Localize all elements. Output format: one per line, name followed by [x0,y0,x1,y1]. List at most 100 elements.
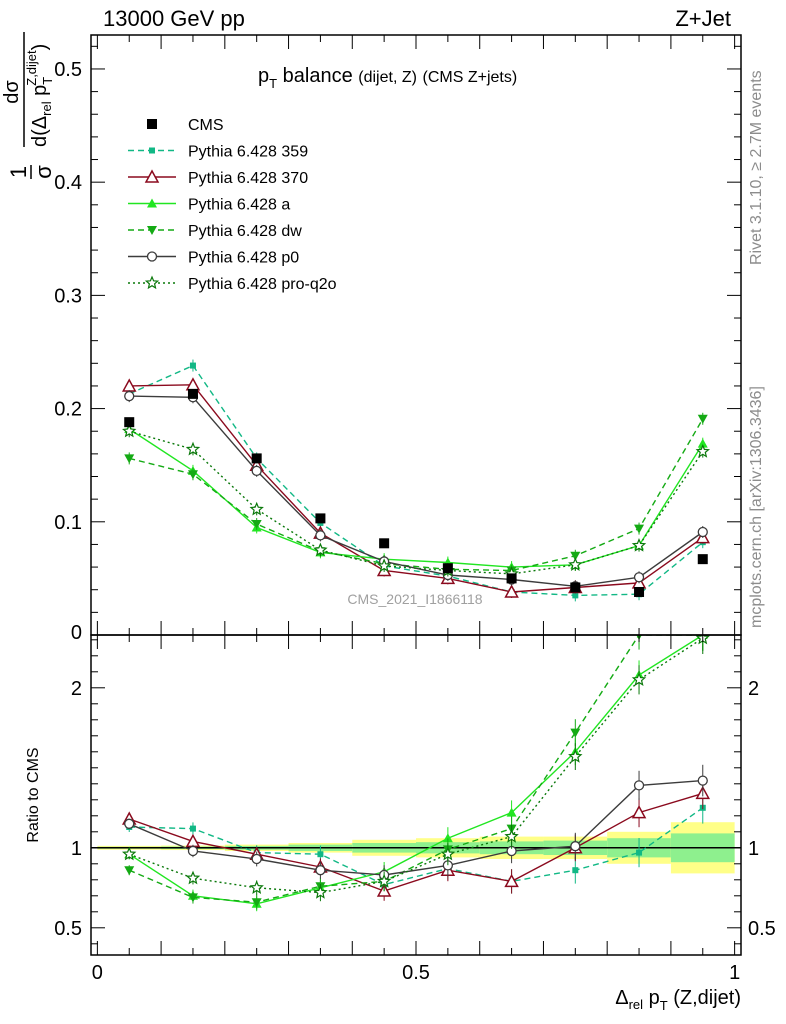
main-series-pythia-6-428-359 [126,359,706,602]
cms-data-point [124,417,135,428]
ratio-y-tick-label-right-1: 1 [748,838,759,860]
ratio-panel [91,635,741,912]
ylabel-d-den-p: p [29,85,51,102]
data-point [376,873,392,888]
plot-title-source: (CMS Z+jets) [423,69,518,86]
legend-marker [149,147,155,154]
data-point [124,818,135,829]
cms-data-point [251,453,262,464]
data-point [570,841,581,852]
legend-marker [147,119,157,129]
series-line [129,430,704,575]
cms-data-point [187,388,198,399]
main-series-pythia-6-428-370 [121,377,711,598]
legend-item-pythia-6-428-p0: Pythia 6.428 p0 [128,250,299,267]
data-point [440,846,456,861]
data-point [313,885,328,899]
data-point [695,444,711,458]
legend-label: Pythia 6.428 359 [188,144,308,161]
xlabel-delta: Δ [615,987,628,1009]
svg-text:d(Δrel pTZ,dijet): d(Δrel pTZ,dijet) [24,44,55,147]
xlabel-delta-sub: rel [629,997,644,1012]
data-point [187,470,198,480]
ylabel-d-den: d(Δ [29,116,51,147]
legend-marker [147,226,157,235]
data-point [636,849,643,856]
data-point [313,542,328,557]
ratio-y-tick-label-left-1: 1 [71,838,82,860]
legend-item-pythia-6-428-pro-q2o: Pythia 6.428 pro-q2o [128,275,337,293]
cms-data-point [570,582,581,593]
series-line [128,637,704,894]
ylabel-frac-den: σ [31,165,56,179]
data-point [124,390,135,402]
data-point [185,833,201,848]
main-y-tick-label-0.2: 0.2 [54,399,82,421]
data-point [633,572,645,583]
data-point [315,530,326,541]
ratio-y-tick-label-right-2: 2 [748,678,759,700]
data-point [251,853,262,865]
ratio-y-axis-label: Ratio to CMS [25,747,42,842]
series-line [128,792,704,892]
main-y-tick-label-0.1: 0.1 [54,512,82,534]
rivet-version-label: Rivet 3.1.10, ≥ 2.7M events [748,70,765,265]
x-tick-label-0.5: 0.5 [402,962,430,984]
cms-data-point [379,538,390,549]
legend-label: Pythia 6.428 p0 [188,250,299,267]
legend-marker [146,251,158,262]
legend-marker [144,169,160,183]
main-y-tick-label-0.3: 0.3 [54,285,82,307]
header-energy: 13000 GeV pp [103,6,245,31]
data-point [121,846,137,861]
plot-title-p: p [258,65,269,87]
data-point [572,867,579,874]
data-point [124,866,135,876]
data-point [504,873,519,888]
ratio-series-pythia-6-428-dw [124,635,706,910]
series-line [129,807,704,886]
main-series-cms [124,388,708,597]
data-point [631,805,647,819]
series-line [128,428,704,568]
series-line [128,364,704,597]
data-point [504,829,519,843]
cms-data-point [506,573,517,584]
legend-marker [147,198,157,208]
main-series-pythia-6-428-p0 [124,390,708,593]
legend-marker [144,275,160,290]
data-point [251,465,262,476]
data-point [122,423,137,438]
data-point [631,672,647,686]
cms-data-point [697,554,708,565]
x-axis-label: Δrel pT (Z,dijet) [615,987,741,1013]
data-point [572,592,579,599]
data-point [634,524,645,534]
data-point [697,775,708,786]
series-line [129,384,704,593]
data-point [251,520,262,530]
data-point [251,898,262,908]
header-process: Z+Jet [675,6,731,31]
legend-label: Pythia 6.428 pro-q2o [188,276,337,293]
data-point [185,870,201,885]
data-point [124,454,135,464]
data-point [185,441,201,456]
data-point [315,865,326,876]
series-line [129,395,704,588]
legend-item-pythia-6-428-dw: Pythia 6.428 dw [128,223,302,240]
cms-data-point [315,513,326,524]
ratio-series-pythia-6-428-p0 [124,764,708,885]
xlabel-p: p [643,987,660,1009]
legend-item-pythia-6-428-359: Pythia 6.428 359 [128,144,308,161]
data-point [697,414,708,424]
legend-label: CMS [188,117,224,134]
axis-ticks [91,35,741,955]
legend-item-cms: CMS [147,117,224,134]
data-point [697,526,708,538]
plot-title-dijet-z: (dijet, Z) [358,69,417,86]
data-point [633,780,645,791]
data-point [504,584,519,598]
legend-label: Pythia 6.428 a [188,197,290,214]
